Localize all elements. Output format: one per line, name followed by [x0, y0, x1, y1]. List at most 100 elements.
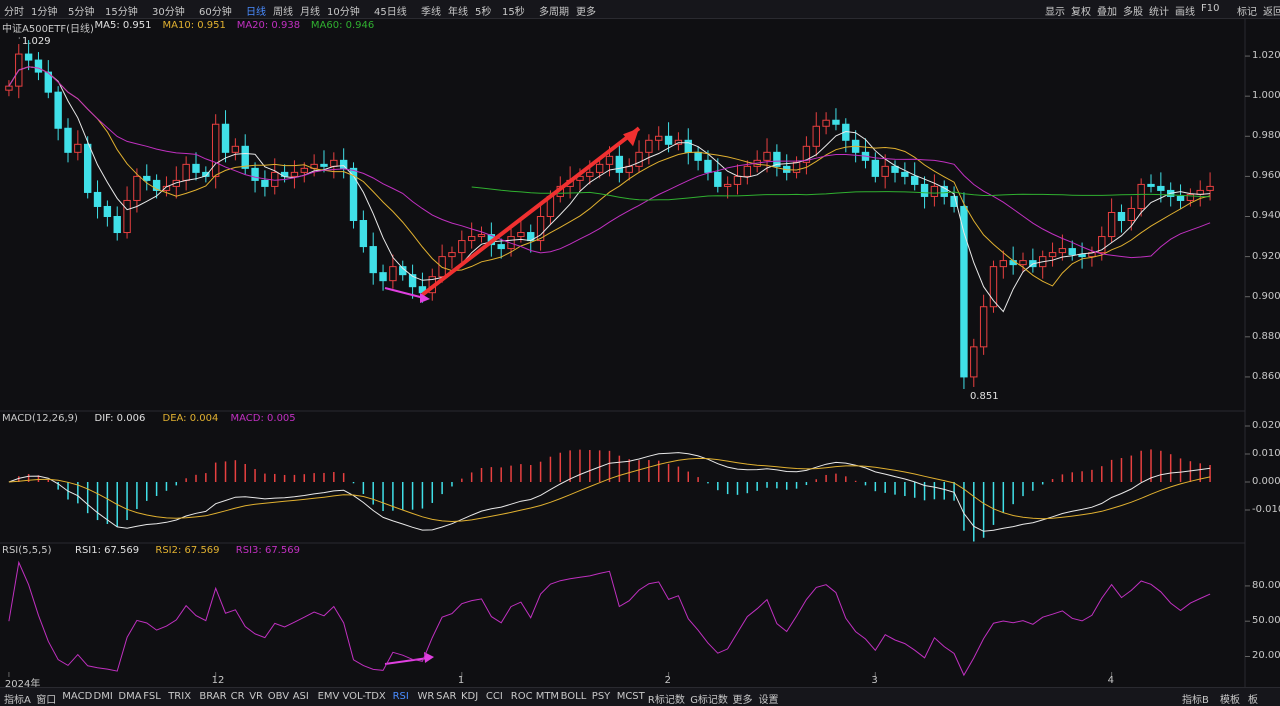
- candle: [389, 266, 397, 282]
- indicator-tab-3[interactable]: DMI: [93, 691, 113, 702]
- candle: [1186, 193, 1195, 201]
- dif-line: [8, 452, 1211, 532]
- indicator-tab-1[interactable]: 窗口: [36, 695, 57, 706]
- indicator-tab-17[interactable]: KDJ: [461, 691, 479, 702]
- date-axis-label: 12: [211, 675, 225, 686]
- indicator-tab-0[interactable]: 指标A: [4, 695, 31, 706]
- toolbar-item-8[interactable]: 月线: [300, 7, 320, 18]
- toolbar-item-4[interactable]: 30分钟: [152, 7, 185, 18]
- candle: [1078, 254, 1086, 258]
- toolbar-item-16[interactable]: 更多: [576, 7, 596, 18]
- indicator-tab-11[interactable]: ASI: [292, 691, 309, 702]
- candle: [34, 59, 43, 73]
- candle: [448, 252, 456, 258]
- toolbar-item-12[interactable]: 年线: [448, 7, 468, 18]
- candle: [999, 260, 1008, 268]
- indicator-tab-5[interactable]: FSL: [143, 691, 161, 702]
- candle: [290, 171, 299, 177]
- indicator-tab-8[interactable]: CR: [230, 691, 245, 702]
- candle: [1019, 260, 1027, 266]
- candle: [438, 256, 446, 278]
- toolbar-item-2[interactable]: 5分钟: [68, 7, 95, 18]
- toolbar-right-item-3[interactable]: 多股: [1123, 7, 1143, 18]
- indicator-tab-12[interactable]: EMV: [317, 691, 340, 702]
- toolbar-item-6[interactable]: 日线: [246, 7, 266, 18]
- indicator-tab-22[interactable]: PSY: [591, 691, 611, 702]
- indicator-tab-6[interactable]: TRIX: [168, 691, 192, 702]
- legend-title: 中证A500ETF(日线): [2, 24, 94, 35]
- toolbar-item-15[interactable]: 多周期: [539, 7, 569, 18]
- candle: [536, 215, 545, 242]
- candle: [970, 346, 978, 378]
- bottom-right-item-2[interactable]: 板: [1248, 695, 1258, 706]
- candle: [1147, 183, 1155, 187]
- ma5-line: [8, 66, 1211, 313]
- candle: [241, 145, 249, 169]
- candle: [83, 143, 92, 193]
- toolbar-item-11[interactable]: 季线: [421, 7, 441, 18]
- toolbar-right-item-4[interactable]: 统计: [1149, 7, 1169, 18]
- toolbar-item-13[interactable]: 5秒: [475, 7, 492, 18]
- toolbar-item-14[interactable]: 15秒: [502, 7, 525, 18]
- indicator-tab-19[interactable]: ROC: [510, 691, 533, 702]
- rsi-line: [8, 560, 1211, 677]
- indicator-tab-14[interactable]: RSI: [392, 691, 409, 702]
- indicator-tab-9[interactable]: VR: [249, 691, 263, 702]
- indicator-tab-20[interactable]: MTM: [535, 691, 560, 702]
- indicator-tab-2[interactable]: MACD: [62, 691, 93, 702]
- indicator-tab-15[interactable]: WR: [417, 691, 435, 702]
- trend-arrow: [421, 126, 641, 297]
- indicator-tab-21[interactable]: BOLL: [560, 691, 587, 702]
- toolbar-right-item-1[interactable]: 复权: [1071, 7, 1091, 18]
- candle: [369, 246, 377, 274]
- candle: [911, 175, 919, 185]
- toolbar-item-1[interactable]: 1分钟: [31, 7, 58, 18]
- macd-axis-label: -0.010: [1252, 504, 1280, 515]
- candle: [172, 179, 180, 187]
- bottom-right-item-1[interactable]: 模板: [1220, 695, 1240, 706]
- top-toolbar: 分时 1分钟 5分钟 15分钟 30分钟 60分钟 日线 周线 月线 10分钟 45日线 季线 年线 5秒…: [0, 0, 1280, 19]
- legend-title: RSI(5,5,5): [2, 545, 52, 556]
- indicator-tab-26[interactable]: 更多: [732, 695, 753, 706]
- toolbar-item-3[interactable]: 15分钟: [105, 7, 138, 18]
- toolbar-right-item-0[interactable]: 显示: [1045, 7, 1065, 18]
- indicator-tab-27[interactable]: 设置: [758, 695, 779, 706]
- indicator-tab-24[interactable]: R标记数: [647, 695, 685, 706]
- toolbar-item-10[interactable]: 45日线: [374, 7, 407, 18]
- toolbar-right-item-5[interactable]: 画线: [1175, 7, 1195, 18]
- toolbar-item-7[interactable]: 周线: [273, 7, 293, 18]
- toolbar-item-5[interactable]: 60分钟: [199, 7, 232, 18]
- price-axis-label: 0.900: [1252, 290, 1280, 302]
- candle: [320, 163, 328, 167]
- candle: [379, 272, 387, 282]
- indicator-tab-13[interactable]: VOL-TDX: [342, 691, 386, 702]
- candle: [349, 167, 358, 222]
- candle: [1176, 195, 1185, 201]
- toolbar-right-item-2[interactable]: 叠加: [1097, 7, 1117, 18]
- toolbar-right-item-7[interactable]: 标记: [1237, 7, 1257, 18]
- toolbar-item-9[interactable]: 10分钟: [327, 7, 360, 18]
- candle: [300, 167, 308, 173]
- candle: [477, 234, 486, 238]
- rsi-axis-label: 20.00: [1252, 650, 1280, 662]
- indicator-tab-25[interactable]: G标记数: [690, 695, 728, 706]
- indicator-tab-4[interactable]: DMA: [118, 691, 142, 702]
- legend-item: MA20: 0.938: [236, 20, 301, 31]
- toolbar-right-item-8[interactable]: 返回: [1263, 7, 1280, 18]
- toolbar-item-0[interactable]: 分时: [4, 7, 24, 18]
- bottom-right-item-0[interactable]: 指标B: [1182, 695, 1209, 706]
- indicator-tab-7[interactable]: BRAR: [199, 691, 227, 702]
- candle: [704, 159, 712, 173]
- indicator-tab-16[interactable]: SAR: [436, 691, 457, 702]
- candle: [133, 175, 141, 201]
- toolbar-right-item-6[interactable]: F10: [1201, 3, 1220, 14]
- indicator-tab-10[interactable]: OBV: [267, 691, 290, 702]
- legend-item: MACD: 0.005: [230, 413, 296, 424]
- candle: [231, 145, 240, 153]
- candle: [832, 119, 840, 125]
- indicator-tab-18[interactable]: CCI: [485, 691, 503, 702]
- candle: [152, 179, 161, 191]
- indicator-tab-23[interactable]: MCST: [616, 691, 645, 702]
- candle: [881, 165, 889, 177]
